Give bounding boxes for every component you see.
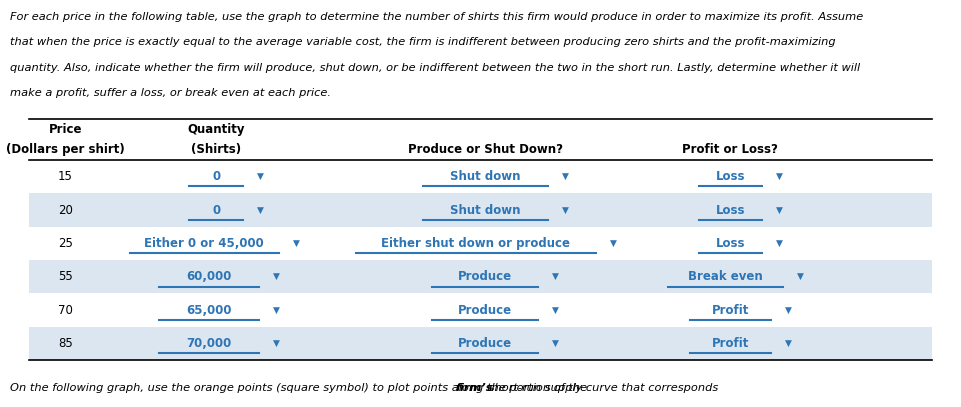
Text: 70: 70 [58,304,73,317]
Text: Profit or Loss?: Profit or Loss? [682,143,778,156]
Text: ▼: ▼ [552,306,559,315]
Text: ▼: ▼ [257,206,264,214]
Text: ▼: ▼ [784,339,792,348]
Text: 0: 0 [212,204,220,217]
Text: ▼: ▼ [292,239,300,248]
Text: 0: 0 [212,170,220,183]
Text: ▼: ▼ [552,272,559,281]
Text: Shut down: Shut down [450,204,521,217]
Text: Either 0 or 45,000: Either 0 or 45,000 [144,237,264,250]
FancyBboxPatch shape [29,193,932,227]
Text: Loss: Loss [716,204,745,217]
Text: 15: 15 [58,170,73,183]
Text: 60,000: 60,000 [186,270,232,283]
Text: 55: 55 [58,270,73,283]
Text: ▼: ▼ [561,206,569,214]
Text: ▼: ▼ [609,239,617,248]
Text: Break even: Break even [688,270,763,283]
Text: Profit: Profit [712,304,749,317]
Text: Either shut down or produce: Either shut down or produce [382,237,570,250]
Text: (Dollars per shirt): (Dollars per shirt) [6,143,125,156]
Text: Quantity: Quantity [187,123,245,136]
Text: ▼: ▼ [273,272,281,281]
Text: firm’s: firm’s [456,383,493,393]
Text: For each price in the following table, use the graph to determine the number of : For each price in the following table, u… [10,12,863,22]
Text: Produce: Produce [458,337,512,350]
Text: 25: 25 [58,237,73,250]
Text: ▼: ▼ [784,306,792,315]
Text: ▼: ▼ [776,206,783,214]
Text: ▼: ▼ [561,172,569,181]
Text: ▼: ▼ [552,339,559,348]
Text: ▼: ▼ [273,306,281,315]
Text: (Shirts): (Shirts) [191,143,241,156]
Text: On the following graph, use the orange points (square symbol) to plot points alo: On the following graph, use the orange p… [10,383,590,393]
Text: 65,000: 65,000 [186,304,232,317]
Text: Produce: Produce [458,270,512,283]
Text: 85: 85 [58,337,73,350]
Text: ▼: ▼ [776,172,783,181]
Text: Profit: Profit [712,337,749,350]
Text: make a profit, suffer a loss, or break even at each price.: make a profit, suffer a loss, or break e… [10,88,331,98]
Text: Loss: Loss [716,237,745,250]
FancyBboxPatch shape [29,260,932,293]
Text: Loss: Loss [716,170,745,183]
Text: ▼: ▼ [257,172,264,181]
Text: Produce or Shut Down?: Produce or Shut Down? [407,143,563,156]
Text: 20: 20 [58,204,73,217]
Text: ▼: ▼ [273,339,281,348]
Text: Shut down: Shut down [450,170,521,183]
Text: quantity. Also, indicate whether the firm will produce, shut down, or be indiffe: quantity. Also, indicate whether the fir… [10,63,860,73]
Text: ▼: ▼ [776,239,783,248]
Text: Produce: Produce [458,304,512,317]
Text: Price: Price [49,123,82,136]
Text: that when the price is exactly equal to the average variable cost, the firm is i: that when the price is exactly equal to … [10,37,835,48]
Text: ▼: ▼ [797,272,804,281]
Text: short-run supply curve that corresponds: short-run supply curve that corresponds [484,383,718,393]
Text: 70,000: 70,000 [186,337,232,350]
FancyBboxPatch shape [29,327,932,360]
